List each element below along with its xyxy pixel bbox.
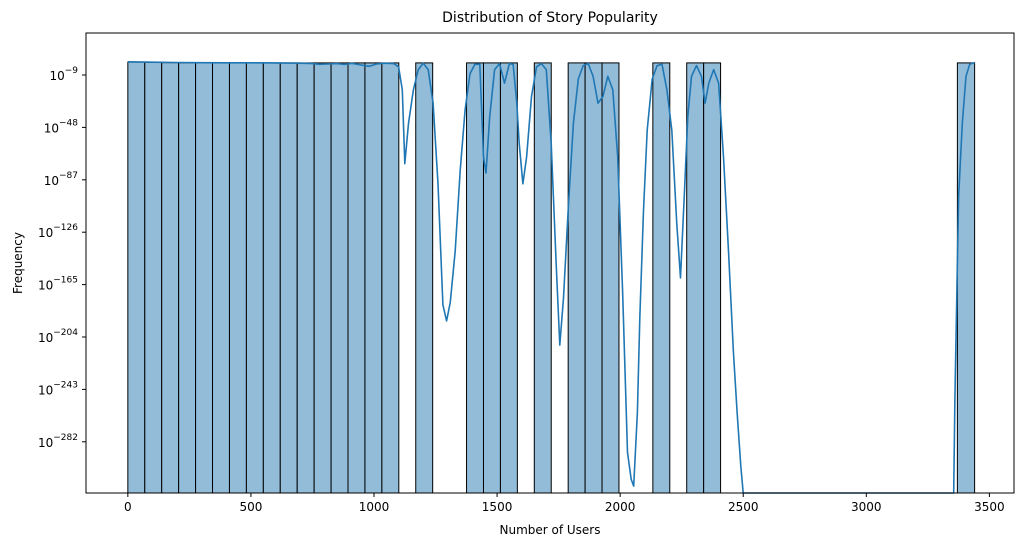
- histogram-bar: [330, 62, 349, 494]
- y-tick-label: 10−165: [38, 276, 78, 293]
- y-tick-label: 10−9: [49, 66, 78, 83]
- histogram-bar: [144, 62, 163, 494]
- histogram-bar: [703, 62, 722, 494]
- histogram-bar: [567, 62, 586, 494]
- histogram-bar: [245, 62, 264, 494]
- x-tick-label: 2500: [728, 500, 759, 514]
- kde-line: [127, 61, 975, 494]
- histogram-bar: [178, 62, 197, 494]
- histogram-bar: [482, 62, 501, 494]
- histogram-bar: [228, 62, 247, 494]
- histogram-bar: [601, 62, 620, 494]
- x-tick-label: 3000: [851, 500, 882, 514]
- x-tick-label: 1500: [482, 500, 513, 514]
- x-axis: 0 500 1000 1500 2000 2500 3000 3500: [124, 493, 1005, 514]
- x-tick-label: 1000: [359, 500, 390, 514]
- histogram-bar: [652, 62, 671, 494]
- histogram-bar: [161, 62, 180, 494]
- histogram-bar: [347, 62, 366, 494]
- histogram-bar: [584, 62, 603, 494]
- histogram-bar: [262, 62, 281, 494]
- histogram-bar: [364, 62, 383, 494]
- y-tick-label: 10−204: [38, 328, 78, 345]
- histogram-bar: [195, 62, 214, 494]
- histogram-bar: [313, 62, 332, 494]
- histogram-bar: [533, 62, 552, 494]
- x-tick-label: 3500: [974, 500, 1005, 514]
- histogram-bar: [466, 62, 484, 494]
- histogram-bar: [499, 62, 518, 494]
- x-tick-label: 500: [239, 500, 262, 514]
- y-axis: 10−9 10−48 10−87 10−126 10−165 10−204 10−243 10…: [38, 66, 86, 450]
- plot-frame: [85, 32, 1015, 494]
- x-tick-label: 0: [124, 500, 132, 514]
- histogram-bar: [279, 62, 298, 494]
- y-tick-label: 10−243: [38, 380, 78, 397]
- chart-title: Distribution of Story Popularity: [442, 10, 658, 26]
- kde-layer: [127, 61, 975, 494]
- y-tick-label: 10−282: [38, 433, 78, 450]
- x-axis-label: Number of Users: [499, 523, 600, 537]
- y-tick-label: 10−126: [38, 223, 78, 240]
- histogram-bar: [956, 62, 976, 494]
- histogram-bar: [296, 62, 315, 494]
- histogram-bar: [381, 62, 400, 494]
- y-tick-label: 10−48: [44, 118, 79, 135]
- histogram-bar: [127, 61, 146, 494]
- histogram-bar: [212, 62, 230, 494]
- y-axis-label: Frequency: [11, 232, 25, 294]
- histogram-bar: [415, 62, 434, 494]
- x-tick-label: 2000: [605, 500, 636, 514]
- bars-layer: [127, 61, 976, 494]
- histogram-bar: [686, 62, 705, 494]
- y-tick-label: 10−87: [44, 171, 78, 188]
